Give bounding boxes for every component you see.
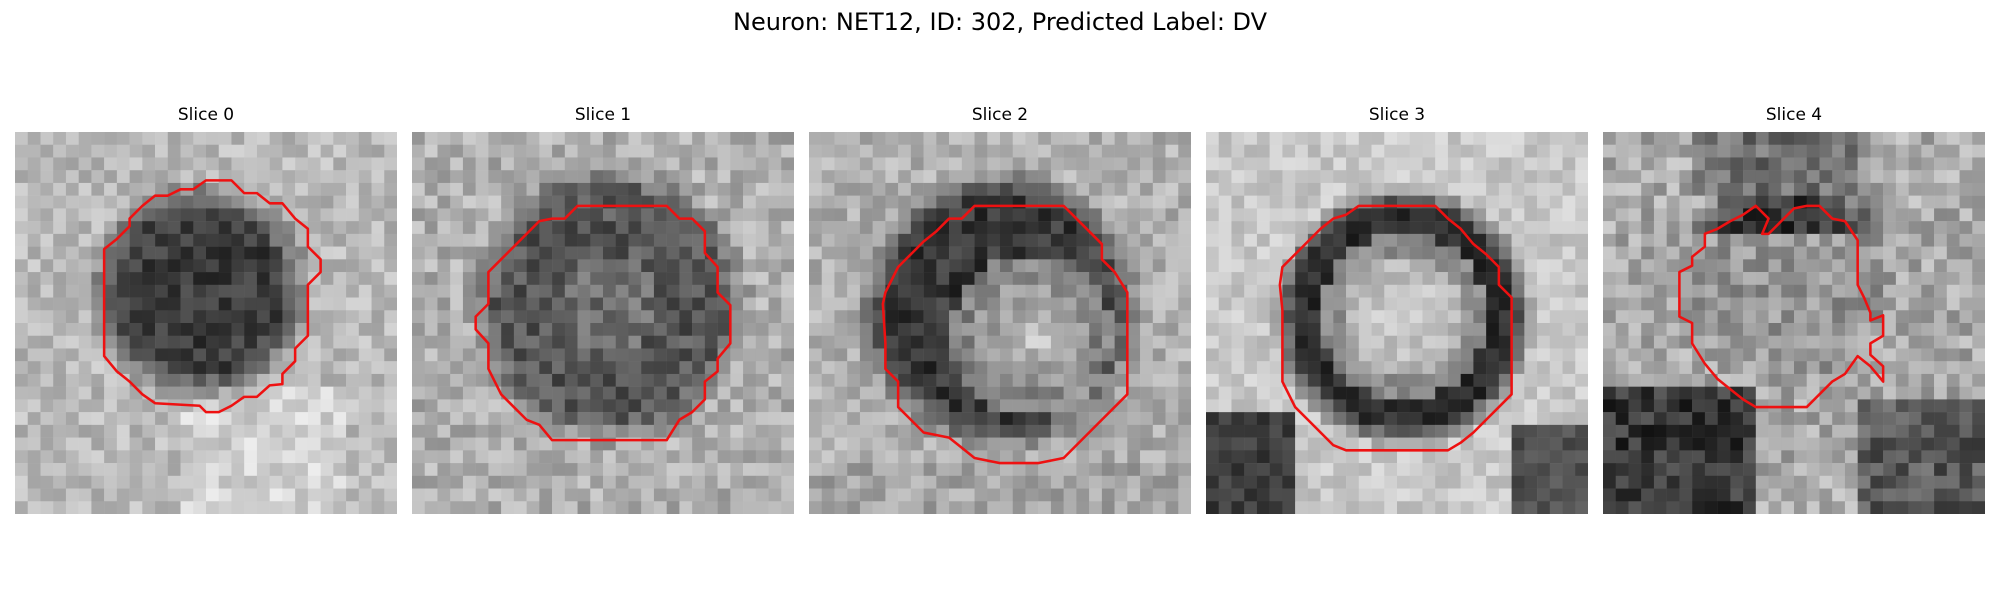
slice-image-2 bbox=[809, 132, 1191, 514]
slice-pixels-1 bbox=[412, 132, 794, 514]
segmentation-contour-2 bbox=[881, 204, 1129, 465]
slice-pixels-2 bbox=[809, 132, 1191, 514]
slice-panel-0: Slice 0 bbox=[15, 104, 397, 514]
slice-panel-1: Slice 1 bbox=[412, 104, 794, 514]
slice-image-1 bbox=[412, 132, 794, 514]
slice-pixels-4 bbox=[1603, 132, 1985, 514]
slice-pixels-3 bbox=[1206, 132, 1588, 514]
slice-image-0 bbox=[15, 132, 397, 514]
slice-title-0: Slice 0 bbox=[177, 105, 235, 125]
segmentation-contour-4 bbox=[1678, 204, 1885, 409]
slice-image-3 bbox=[1206, 132, 1588, 514]
segmentation-contour-0 bbox=[102, 179, 322, 414]
slice-title-1: Slice 1 bbox=[574, 105, 632, 125]
figure-title: Neuron: NET12, ID: 302, Predicted Label:… bbox=[732, 8, 1268, 36]
slice-title-3: Slice 3 bbox=[1368, 105, 1426, 125]
segmentation-contour-3 bbox=[1278, 204, 1513, 452]
slice-panel-2: Slice 2 bbox=[809, 104, 1191, 514]
segmentation-contour-1 bbox=[474, 204, 732, 442]
slice-panel-4: Slice 4 bbox=[1603, 104, 1985, 514]
slice-image-4 bbox=[1603, 132, 1985, 514]
slice-title-2: Slice 2 bbox=[971, 105, 1029, 125]
slice-panel-3: Slice 3 bbox=[1206, 104, 1588, 514]
slice-pixels-0 bbox=[15, 132, 397, 514]
slice-title-4: Slice 4 bbox=[1765, 105, 1823, 125]
